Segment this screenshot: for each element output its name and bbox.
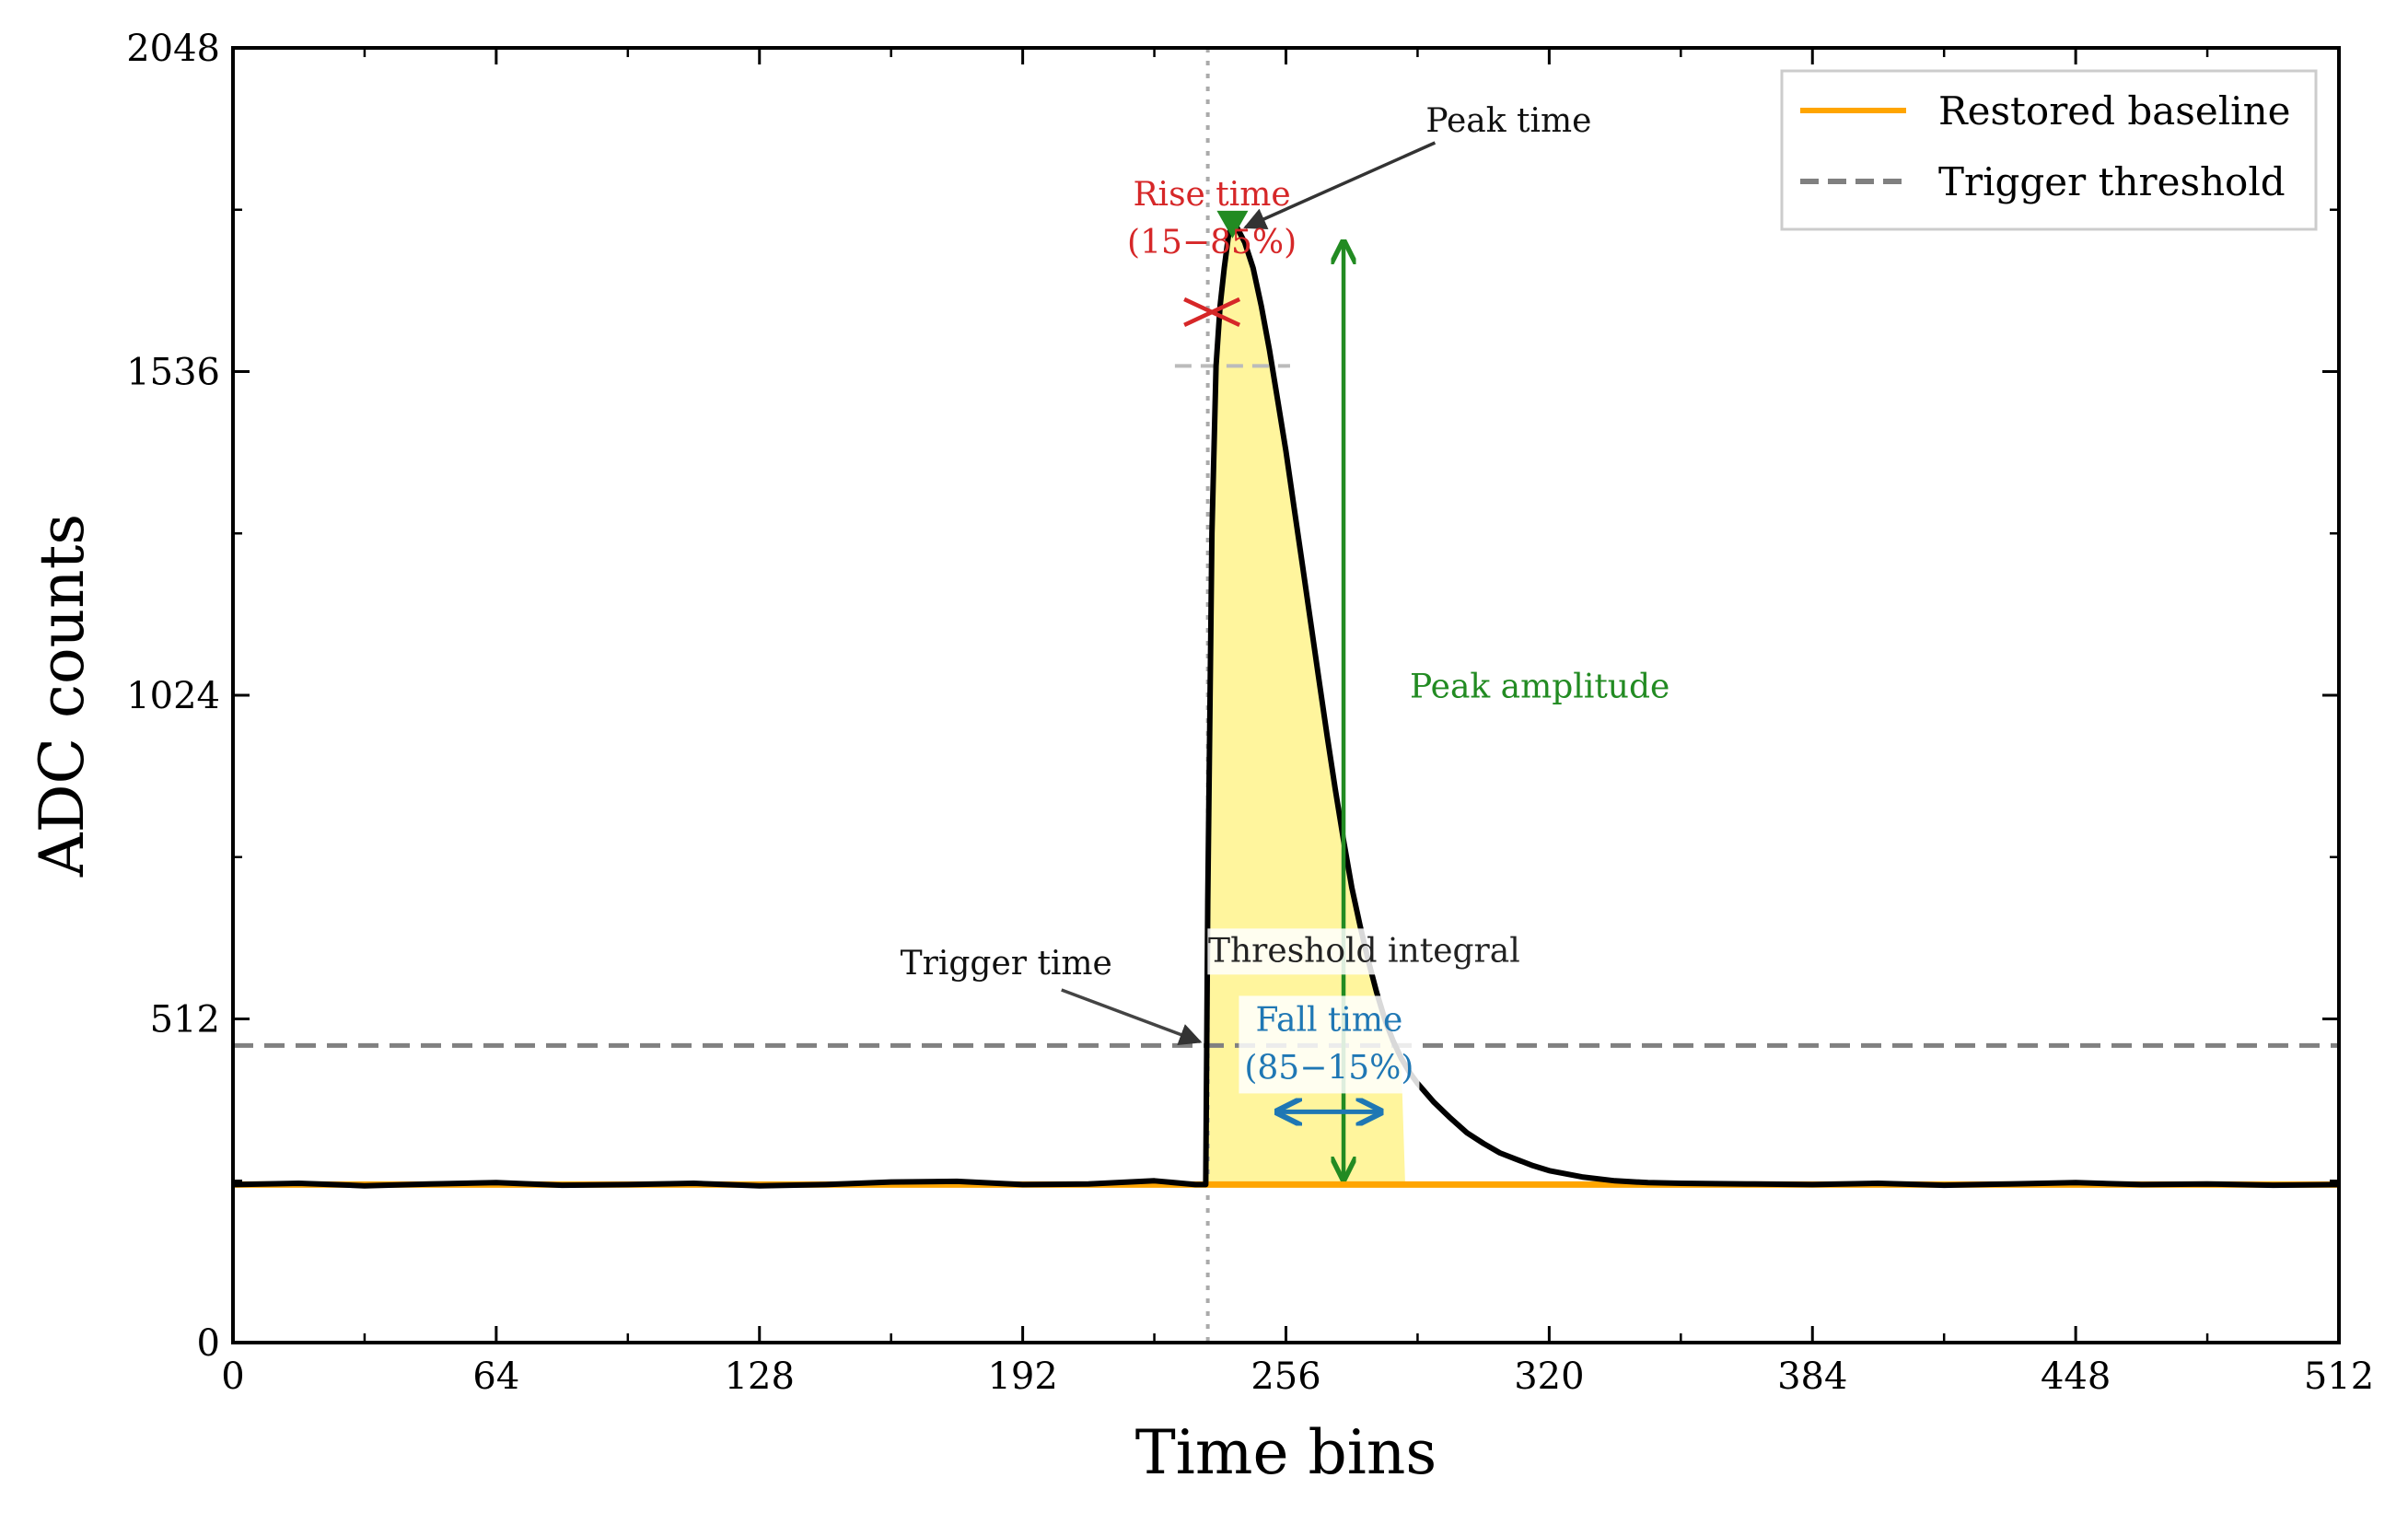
- trigger-time-label: Trigger time: [901, 945, 1112, 983]
- threshold-integral-label: Threshold integral: [1208, 932, 1520, 970]
- x-axis: 0 64 128 192 256 320 384 448 512: [221, 48, 2374, 1398]
- x-tick-label: 0: [221, 1355, 244, 1398]
- legend-label-threshold: Trigger threshold: [1938, 159, 2286, 204]
- y-axis: 0 512 1024 1536 2048: [126, 28, 2339, 1365]
- rise-time-marker: [1183, 297, 1241, 328]
- waveform-line: [232, 220, 2340, 1189]
- y-axis-title: ADC counts: [27, 514, 98, 878]
- plot-area: Peak time Rise time (15−85%) Peak amplitu…: [232, 48, 2340, 1343]
- fall-time-label: Fall time (85−15%): [1244, 1001, 1413, 1087]
- x-tick-label: 512: [2304, 1355, 2374, 1398]
- x-tick-label: 256: [1251, 1355, 1320, 1398]
- rise-time-label: Rise time (15−85%): [1127, 176, 1297, 262]
- y-tick-label: 0: [197, 1322, 220, 1365]
- y-tick-label: 2048: [126, 28, 220, 70]
- x-tick-label: 320: [1514, 1355, 1584, 1398]
- x-tick-label: 384: [1777, 1355, 1847, 1398]
- x-tick-label: 64: [472, 1355, 519, 1398]
- x-tick-label: 128: [725, 1355, 795, 1398]
- trigger-time-pointer: [1061, 988, 1203, 1046]
- legend: Restored baseline Trigger threshold: [1780, 69, 2318, 231]
- fall-time-label-bg: [1239, 995, 1420, 1094]
- threshold-integral-label-bg: [1207, 928, 1521, 975]
- plot-frame: [231, 46, 2341, 1344]
- y-tick-label: 512: [150, 999, 220, 1041]
- peak-marker: [1216, 210, 1249, 238]
- x-tick-label: 192: [987, 1355, 1057, 1398]
- peak-time-pointer: [1243, 141, 1437, 230]
- x-axis-title: Time bins: [1135, 1417, 1437, 1488]
- y-tick-label: 1024: [126, 675, 220, 717]
- legend-label-baseline: Restored baseline: [1938, 88, 2290, 134]
- x-tick-label: 448: [2041, 1355, 2111, 1398]
- peak-time-label: Peak time: [1425, 102, 1591, 140]
- legend-box: [1780, 69, 2318, 231]
- y-tick-label: 1536: [126, 352, 220, 394]
- peak-amplitude-label: Peak amplitude: [1410, 669, 1669, 706]
